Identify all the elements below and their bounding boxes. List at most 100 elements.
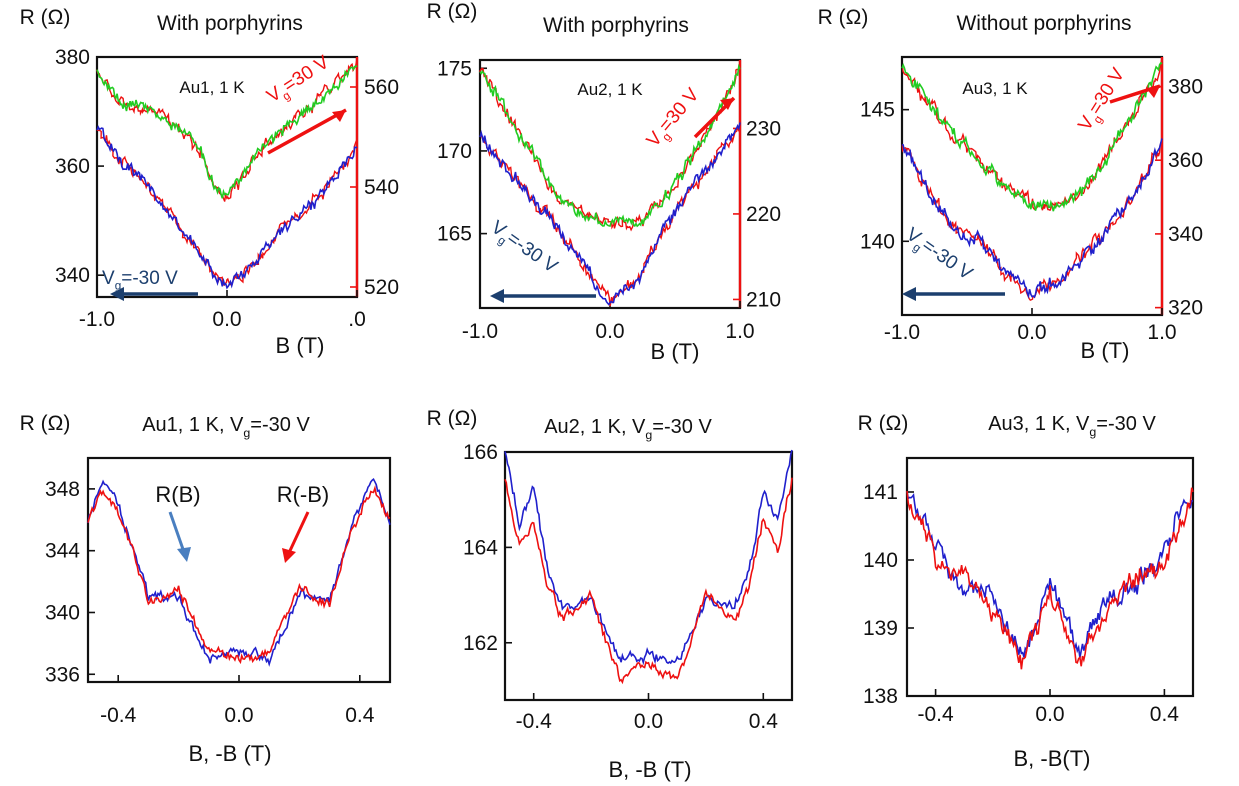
y-tick-label: 138 bbox=[863, 685, 898, 708]
arrow-positive bbox=[267, 108, 347, 155]
panel-au1-bottom: Au1, 1 K, Vg=-30 V R (Ω) 336 340 344 348 -0.4 0… bbox=[20, 412, 392, 766]
y2-tick-label: 380 bbox=[1168, 75, 1203, 98]
arrow-rmb bbox=[286, 511, 310, 556]
y-tick-label: 166 bbox=[463, 441, 498, 464]
y2-tick-label: 560 bbox=[364, 76, 399, 99]
x-tick-label: 0.0 bbox=[224, 704, 253, 727]
inset-label: Au3, 1 K bbox=[962, 79, 1028, 98]
trace-green bbox=[479, 63, 741, 228]
x-axis-label: B (T) bbox=[651, 339, 700, 364]
y-axis-label: R (Ω) bbox=[858, 412, 909, 435]
trace-blue bbox=[901, 138, 1163, 299]
gate-label-negative: Vg=-30 V bbox=[102, 268, 178, 293]
y-tick-label: 140 bbox=[863, 549, 898, 572]
trace-shadow bbox=[96, 129, 358, 286]
x-axis-label: B, -B (T) bbox=[608, 757, 691, 782]
x-tick-label: -0.4 bbox=[516, 710, 553, 733]
y-tick-label: 340 bbox=[45, 601, 80, 624]
y-tick-label: 170 bbox=[437, 140, 472, 163]
x-tick-label: 0.0 bbox=[634, 710, 663, 733]
x-tick-label: 1.0 bbox=[725, 320, 754, 343]
x-tick-label: 0.0 bbox=[212, 308, 241, 331]
x-tick-label: 0.0 bbox=[1017, 321, 1046, 344]
trace-shadow bbox=[479, 123, 741, 307]
panel-title: Au2, 1 K, Vg=-30 V bbox=[544, 416, 712, 442]
panel-au1-top: With porphyrins R (Ω) 340 360 380 520 540 560 -1… bbox=[20, 6, 399, 358]
trace-green bbox=[96, 64, 358, 199]
x-tick-label: 0.4 bbox=[1150, 703, 1180, 726]
arrowhead-positive bbox=[720, 98, 734, 110]
y2-tick-label: 340 bbox=[1168, 223, 1203, 246]
arrowhead-negative bbox=[902, 287, 916, 301]
x-axis-label: B (T) bbox=[1081, 338, 1130, 363]
arrowhead-negative bbox=[110, 287, 124, 301]
x-tick-label: -1.0 bbox=[462, 320, 498, 343]
gate-label-negative: Vg=-30 V bbox=[485, 217, 561, 281]
trace-red bbox=[906, 487, 1194, 670]
x-tick-label: 1.0 bbox=[1147, 321, 1176, 344]
arrow-rb bbox=[168, 511, 187, 556]
arrowhead-rmb bbox=[282, 548, 296, 563]
label-rmb: R(-B) bbox=[277, 482, 330, 507]
x-tick-label: -1.0 bbox=[884, 321, 920, 344]
arrowhead-positive bbox=[1146, 86, 1160, 98]
x-tick-label: 0.4 bbox=[345, 704, 375, 727]
y-tick-label: 162 bbox=[463, 632, 498, 655]
panel-title: Au1, 1 K, Vg=-30 V bbox=[142, 414, 310, 440]
trace-green bbox=[901, 61, 1163, 212]
y2-tick-label: 220 bbox=[746, 203, 781, 226]
trace-red bbox=[504, 477, 793, 685]
y-tick-label: 165 bbox=[437, 223, 472, 246]
y-tick-label: 340 bbox=[55, 264, 90, 287]
x-tick-label: -0.4 bbox=[100, 704, 137, 727]
y-tick-label: 141 bbox=[863, 481, 898, 504]
panel-title: With porphyrins bbox=[543, 14, 689, 37]
gate-label-negative: Vg=-30 V bbox=[900, 224, 976, 288]
x-tick-label: -1.0 bbox=[79, 308, 115, 331]
trace-blue bbox=[87, 477, 391, 667]
x-tick-label: 0.0 bbox=[595, 320, 624, 343]
trace-shadow bbox=[902, 59, 1163, 211]
label-rb: R(B) bbox=[155, 482, 200, 507]
x-tick-label: -0.4 bbox=[918, 703, 955, 726]
y2-tick-label: 210 bbox=[746, 288, 781, 311]
trace-blue bbox=[906, 491, 1194, 658]
trace-blue bbox=[504, 449, 793, 666]
y2-tick-label: 230 bbox=[746, 117, 781, 140]
y-tick-label: 139 bbox=[863, 617, 898, 640]
y-tick-label: 380 bbox=[55, 46, 90, 69]
panel-title: With porphyrins bbox=[157, 12, 303, 35]
panel-au2-top: With porphyrins R (Ω) 165 170 175 210 220 230 -1… bbox=[427, 0, 781, 364]
x-tick-label: 0.0 bbox=[1035, 703, 1064, 726]
gate-label-positive: Vg=30 V bbox=[643, 84, 707, 153]
x-axis-label: B, -B(T) bbox=[1014, 746, 1091, 771]
y-tick-label: 140 bbox=[860, 230, 895, 253]
y2-tick-label: 520 bbox=[364, 276, 399, 299]
x-tick-label: 0.4 bbox=[749, 710, 779, 733]
inset-label: Au1, 1 K bbox=[179, 78, 245, 97]
arrowhead-rb bbox=[177, 547, 191, 562]
y2-tick-label: 540 bbox=[364, 176, 399, 199]
plots-layer: With porphyrins R (Ω) 340 360 380 520 540 560 -1… bbox=[20, 0, 1203, 782]
inset-label: Au2, 1 K bbox=[577, 80, 643, 99]
y-tick-label: 145 bbox=[860, 99, 895, 122]
panel-au2-bottom: Au2, 1 K, Vg=-30 V R (Ω) 162 164 166 -0.4 0.0 0… bbox=[427, 407, 794, 782]
y-tick-label: 348 bbox=[45, 478, 80, 501]
y2-tick-label: 320 bbox=[1168, 297, 1203, 320]
y2-tick-label: 360 bbox=[1168, 149, 1203, 172]
y-tick-label: 344 bbox=[45, 540, 80, 563]
plot-frame bbox=[86, 456, 392, 684]
panel-title: Without porphyrins bbox=[956, 12, 1131, 35]
y-tick-label: 336 bbox=[45, 663, 80, 686]
y-axis-label: R (Ω) bbox=[20, 6, 71, 29]
arrowhead-positive bbox=[332, 110, 346, 122]
y-axis-label: R (Ω) bbox=[20, 412, 71, 435]
panel-title: Au3, 1 K, Vg=-30 V bbox=[988, 413, 1156, 439]
y-axis-label: R (Ω) bbox=[427, 407, 478, 430]
y-axis-label: R (Ω) bbox=[818, 6, 869, 29]
y-axis-label: R (Ω) bbox=[427, 0, 478, 23]
trace-shadow bbox=[901, 141, 1163, 301]
y-tick-label: 360 bbox=[55, 155, 90, 178]
trace-blue bbox=[96, 125, 358, 290]
